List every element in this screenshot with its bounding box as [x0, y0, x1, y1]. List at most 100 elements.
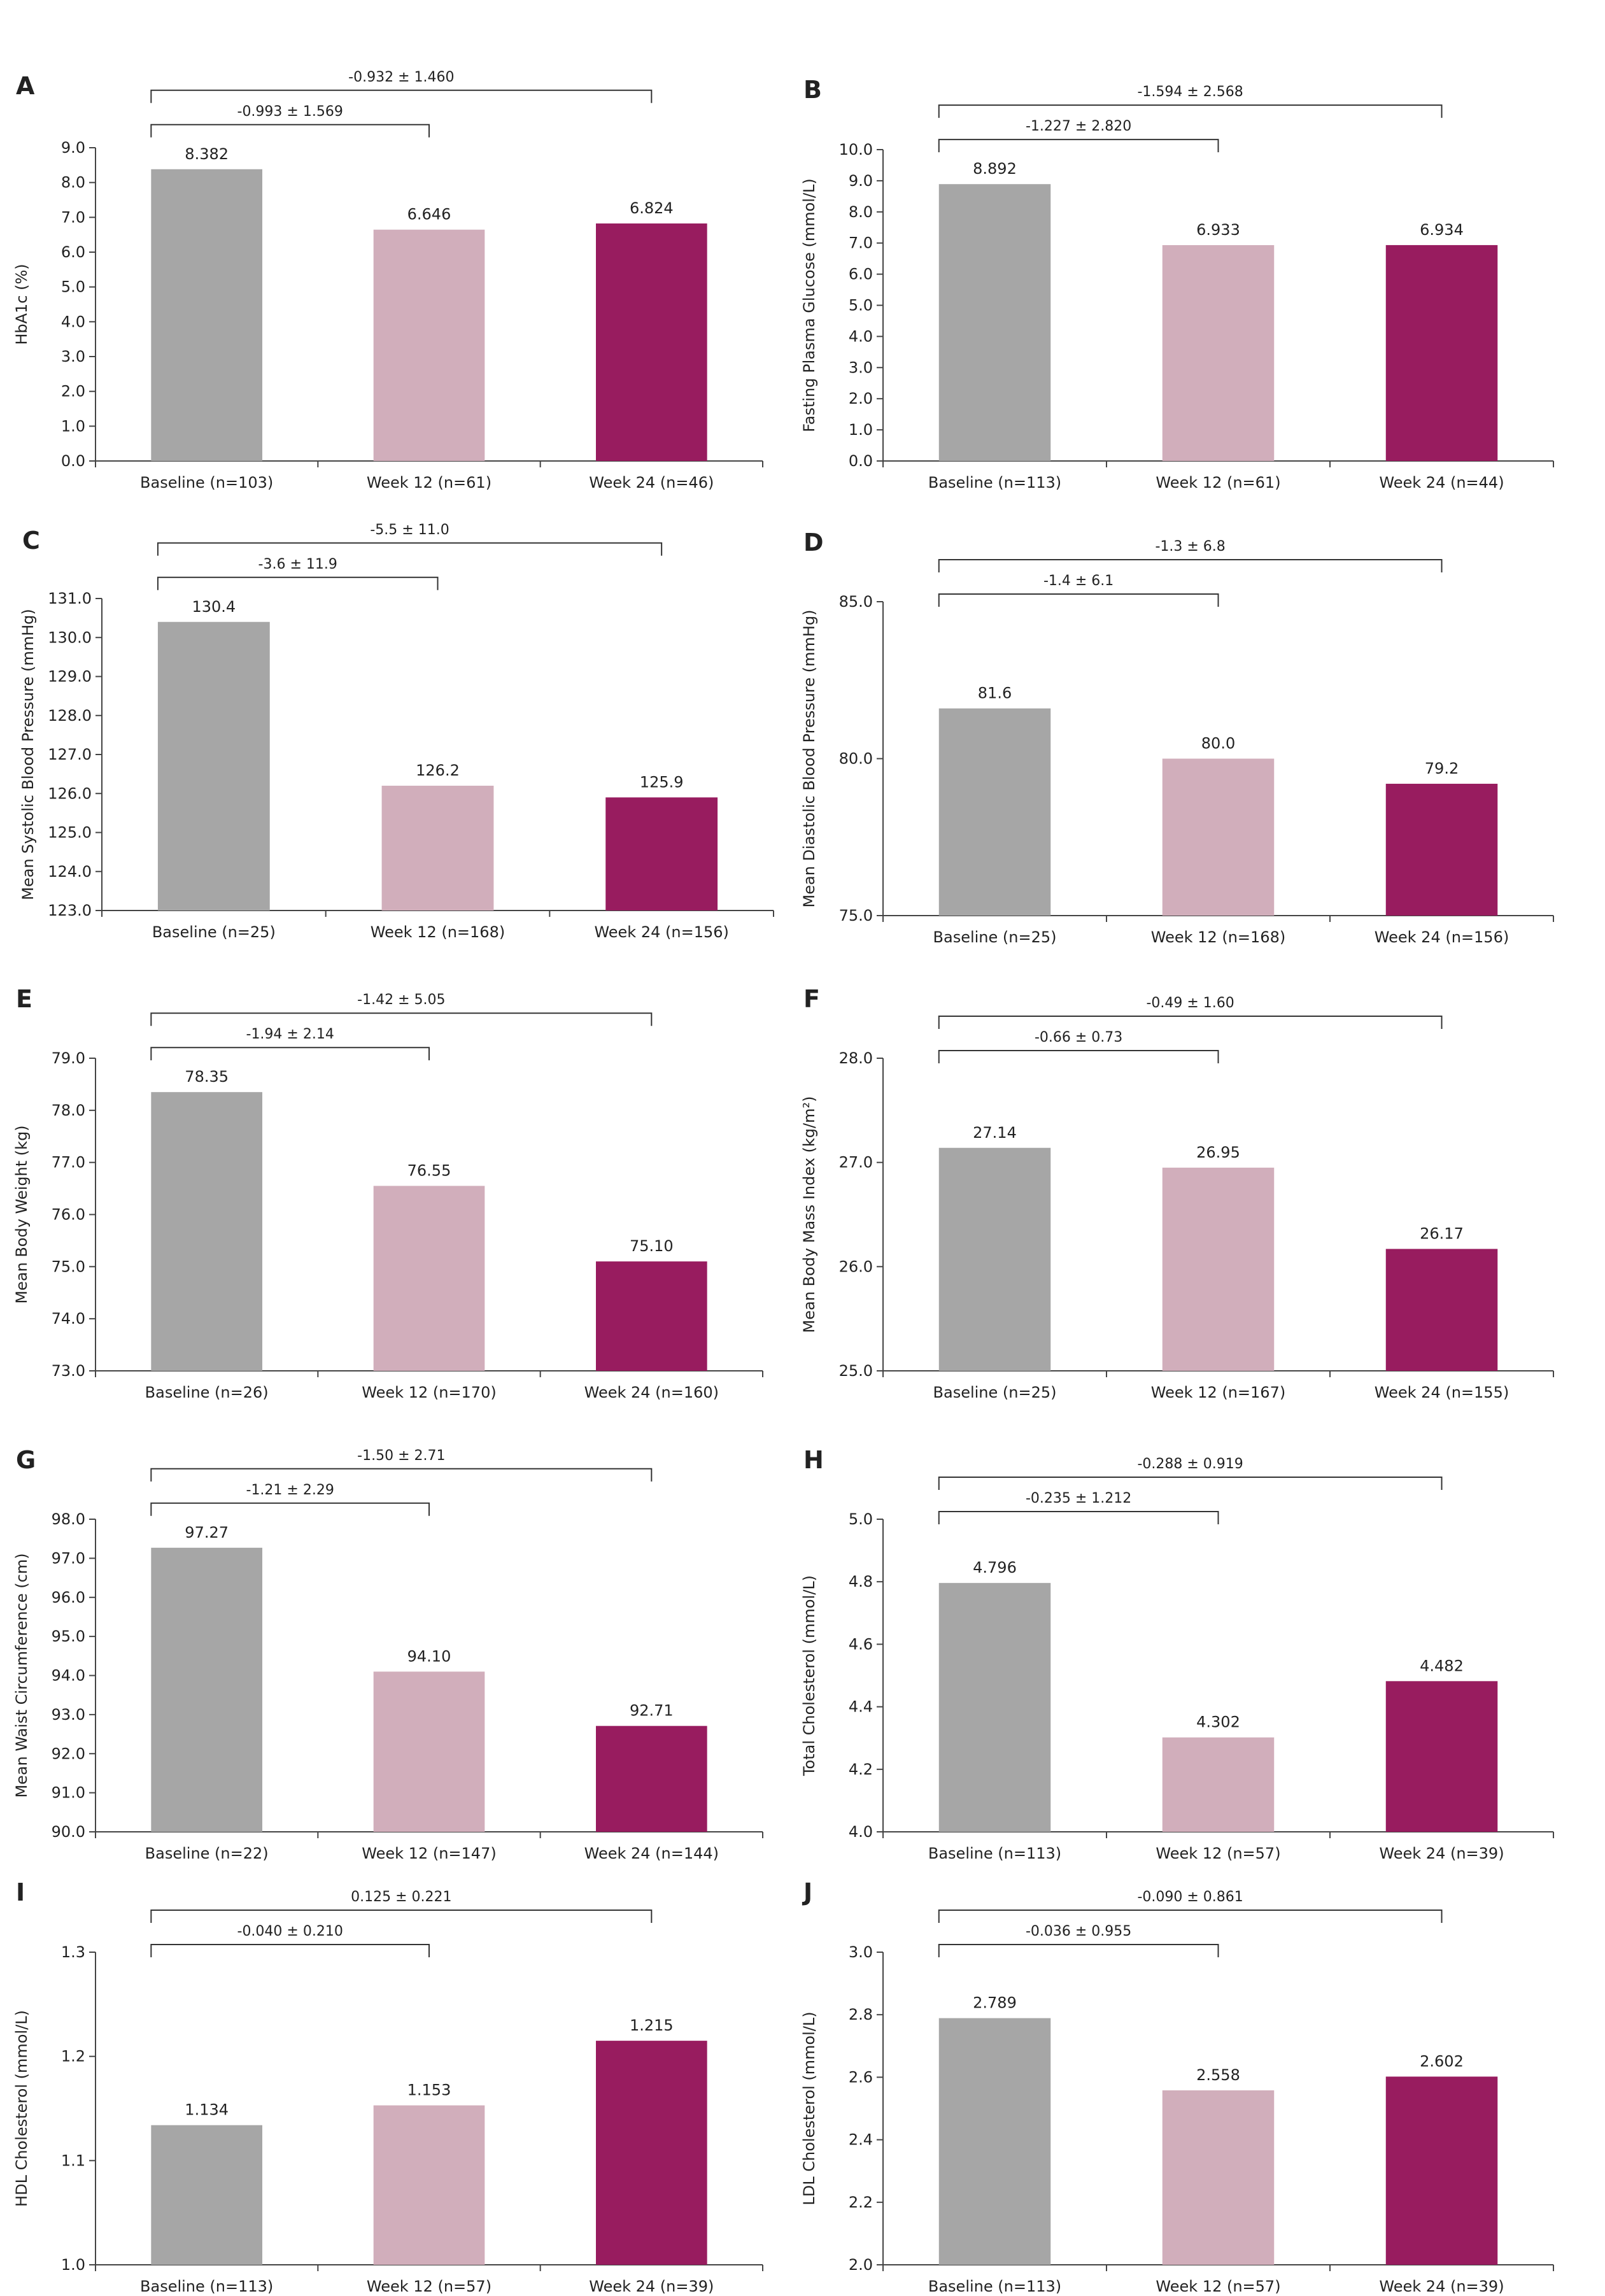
y-axis-label: HbA1c (%) — [13, 264, 31, 344]
bar-week24 — [596, 223, 707, 461]
x-category-label: Week 12 (n=168) — [371, 923, 505, 941]
bar-baseline — [151, 169, 262, 461]
y-tick-label: 6.0 — [849, 266, 873, 283]
y-tick-label: 26.0 — [839, 1258, 873, 1275]
y-tick-label: 8.0 — [849, 203, 873, 221]
y-tick-label: 28.0 — [839, 1049, 873, 1067]
y-tick-label: 4.2 — [849, 1761, 873, 1778]
y-tick-label: 3.0 — [849, 358, 873, 376]
comparison-bracket — [150, 89, 653, 103]
comparison-bracket — [938, 1016, 1443, 1029]
y-tick-label: 90.0 — [52, 1823, 85, 1841]
chart-panel-a: A 0.0 1.0 2.0 3.0 4.0 5.0 6.0 7.0 8.0 9.0 HbA1c (%)… — [13, 69, 763, 492]
bar-value-label: 6.646 — [407, 206, 451, 223]
y-tick-label: 128.0 — [48, 707, 92, 725]
comparison-label: -5.5 ± 11.0 — [370, 522, 449, 538]
x-category-label: Week 24 (n=144) — [584, 1845, 719, 1862]
x-category-label: Week 24 (n=156) — [594, 923, 728, 941]
bar-value-label: 1.153 — [407, 2081, 451, 2099]
x-category-label: Week 24 (n=39) — [589, 2278, 714, 2295]
y-tick-label: 2.6 — [849, 2068, 873, 2086]
y-axis-label: Fasting Plasma Glucose (mmol/L) — [800, 178, 818, 432]
bar-value-label: 8.382 — [185, 145, 229, 163]
chart-panel-c: C 123.0 124.0 125.0 126.0 127.0 128.0 129.0 130.… — [19, 522, 774, 941]
bar-value-label: 78.35 — [185, 1068, 229, 1086]
y-tick-label: 5.0 — [61, 278, 85, 296]
y-axis-label: Mean Waist Circumference (cm) — [13, 1553, 31, 1797]
bar-value-label: 81.6 — [978, 684, 1012, 702]
bar-week24 — [1385, 1681, 1498, 1832]
y-tick-label: 131.0 — [48, 590, 92, 607]
comparison-bracket — [938, 1477, 1443, 1490]
y-tick-label: 3.0 — [849, 1943, 873, 1961]
bar-week12 — [1162, 1737, 1275, 1832]
y-tick-label: 8.0 — [61, 174, 85, 192]
bar-week12 — [373, 1671, 485, 1832]
chart-panel-h: H 4.0 4.2 4.4 4.6 4.8 5.0 Total Cholesterol (mm… — [800, 1446, 1554, 1862]
bar-value-label: 2.558 — [1196, 2066, 1240, 2084]
comparison-bracket — [938, 1511, 1219, 1524]
y-axis-label: LDL Cholesterol (mmol/L) — [800, 2011, 818, 2205]
bar-value-label: 2.602 — [1420, 2052, 1464, 2070]
y-tick-label: 9.0 — [849, 172, 873, 190]
comparison-bracket — [150, 1944, 430, 1957]
bar-week12 — [373, 2105, 485, 2265]
y-tick-label: 80.0 — [839, 750, 873, 768]
bar-week24 — [605, 797, 718, 911]
bar-baseline — [151, 2125, 262, 2265]
y-tick-label: 9.0 — [61, 139, 85, 157]
y-tick-label: 85.0 — [839, 593, 873, 611]
y-tick-label: 93.0 — [52, 1706, 85, 1724]
bar-week12 — [381, 786, 494, 911]
comparison-label: -1.3 ± 6.8 — [1155, 539, 1225, 555]
panel-letter: F — [803, 985, 820, 1013]
x-category-label: Week 12 (n=61) — [367, 474, 491, 492]
comparison-bracket — [938, 1944, 1219, 1957]
bar-week24 — [596, 1726, 707, 1832]
chart-panel-i: I 1.0 1.1 1.2 1.3 HDL Cholesterol (mmol/L) 1.1… — [13, 1878, 763, 2295]
bar-value-label: 1.134 — [185, 2101, 229, 2119]
x-category-label: Baseline (n=113) — [928, 1845, 1061, 1862]
y-tick-label: 4.0 — [849, 1823, 873, 1841]
bar-value-label: 4.302 — [1196, 1713, 1240, 1731]
y-tick-label: 4.4 — [849, 1698, 873, 1716]
y-tick-label: 0.0 — [61, 452, 85, 470]
y-tick-label: 124.0 — [48, 863, 92, 881]
x-category-label: Week 24 (n=39) — [1379, 2278, 1504, 2295]
bar-value-label: 27.14 — [973, 1124, 1017, 1142]
bar-value-label: 92.71 — [630, 1702, 674, 1720]
y-tick-label: 7.0 — [849, 234, 873, 252]
comparison-label: -1.94 ± 2.14 — [246, 1026, 334, 1042]
bar-week24 — [1385, 2076, 1498, 2265]
x-category-label: Week 24 (n=156) — [1375, 928, 1509, 946]
panel-letter: D — [803, 528, 824, 556]
y-axis-label: Mean Body Weight (kg) — [13, 1125, 31, 1303]
comparison-bracket — [150, 1910, 653, 1923]
bar-value-label: 126.2 — [416, 762, 460, 779]
y-tick-label: 2.0 — [61, 383, 85, 400]
y-tick-label: 1.0 — [61, 2256, 85, 2274]
y-tick-label: 7.0 — [61, 208, 85, 226]
x-category-label: Baseline (n=22) — [145, 1845, 269, 1862]
x-category-label: Week 12 (n=147) — [362, 1845, 496, 1862]
bar-week12 — [373, 1186, 485, 1371]
y-tick-label: 76.0 — [52, 1206, 85, 1224]
y-tick-label: 27.0 — [839, 1154, 873, 1172]
x-category-label: Baseline (n=25) — [933, 1384, 1057, 1401]
panel-letter: J — [802, 1878, 812, 1906]
comparison-label: -1.42 ± 5.05 — [357, 992, 445, 1008]
y-tick-label: 1.1 — [61, 2151, 85, 2169]
y-tick-label: 125.0 — [48, 824, 92, 842]
comparison-label: -0.66 ± 0.73 — [1035, 1030, 1122, 1045]
x-category-label: Week 12 (n=57) — [1156, 2278, 1280, 2295]
y-tick-label: 2.8 — [849, 2006, 873, 2023]
bar-value-label: 4.796 — [973, 1559, 1017, 1577]
bar-value-label: 26.95 — [1196, 1144, 1240, 1161]
bar-value-label: 2.789 — [973, 1994, 1017, 2012]
y-tick-label: 73.0 — [52, 1362, 85, 1380]
x-category-label: Week 24 (n=46) — [589, 474, 714, 492]
x-category-label: Week 12 (n=57) — [1156, 1845, 1280, 1862]
bar-week12 — [1162, 1167, 1275, 1371]
y-tick-label: 2.2 — [849, 2193, 873, 2211]
x-category-label: Week 24 (n=44) — [1379, 474, 1504, 492]
